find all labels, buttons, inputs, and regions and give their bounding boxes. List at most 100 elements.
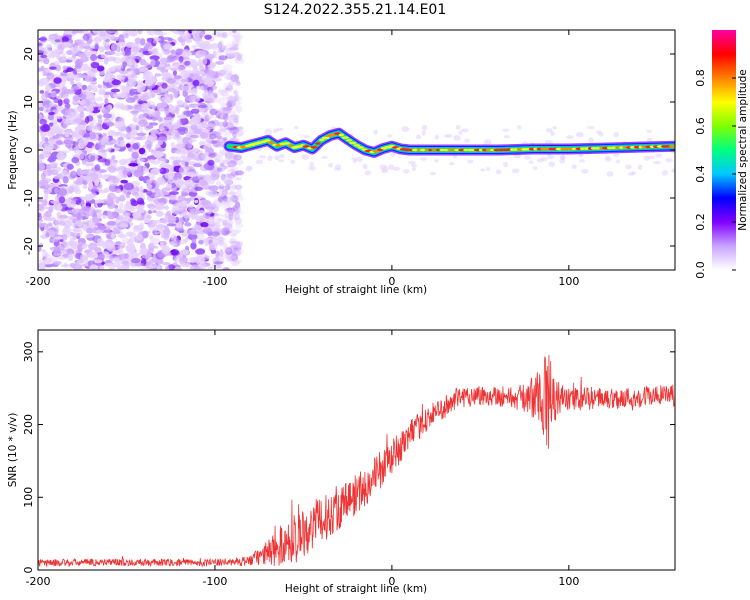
noise-speckle xyxy=(53,175,61,180)
noise-speckle xyxy=(176,239,181,246)
noise-speckle xyxy=(232,204,241,213)
noise-speckle xyxy=(143,61,149,66)
noise-speckle xyxy=(101,47,107,51)
noise-speckle xyxy=(230,241,241,245)
noise-speckle xyxy=(222,158,233,165)
noise-speckle xyxy=(224,48,229,55)
spectrogram-x-axis-label: Height of straight line (km) xyxy=(285,284,427,296)
noise-speckle xyxy=(220,89,229,97)
noise-speckle xyxy=(225,251,236,260)
noise-speckle xyxy=(38,245,42,252)
noise-speckle xyxy=(133,226,143,231)
noise-speckle xyxy=(107,214,115,220)
signal-core xyxy=(501,148,508,152)
noise-speckle xyxy=(217,217,222,221)
signal-core xyxy=(334,132,341,135)
noise-speckle xyxy=(161,82,168,89)
noise-speckle xyxy=(76,176,85,185)
noise-speckle xyxy=(215,98,222,103)
colorbar: 0.0 0.2 0.4 0.6 0.8 Normalized spectral ampl… xyxy=(694,30,749,279)
noise-speckle xyxy=(136,106,143,113)
noise-speckle xyxy=(226,53,236,58)
noise-speckle xyxy=(227,95,238,104)
noise-speckle xyxy=(131,191,139,196)
halo-speckle xyxy=(588,137,594,144)
halo-speckle xyxy=(502,161,509,168)
noise-speckle xyxy=(100,53,108,59)
noise-speckle xyxy=(177,207,185,212)
noise-speckle xyxy=(204,238,209,247)
noise-speckle xyxy=(228,224,233,232)
noise-speckle xyxy=(145,77,151,85)
noise-speckle xyxy=(212,217,223,224)
noise-speckle xyxy=(39,179,49,185)
noise-speckle xyxy=(148,122,159,126)
noise-speckle xyxy=(73,30,84,33)
noise-speckle xyxy=(214,157,220,163)
noise-speckle xyxy=(236,53,242,61)
noise-speckle xyxy=(90,61,100,69)
noise-speckle xyxy=(126,191,132,195)
halo-speckle xyxy=(625,164,632,170)
halo-speckle xyxy=(446,133,453,138)
noise-speckle xyxy=(66,248,75,255)
noise-speckle xyxy=(215,30,224,34)
noise-speckle xyxy=(58,220,66,226)
noise-speckle xyxy=(163,43,173,50)
noise-speckle xyxy=(90,199,96,204)
noise-speckle xyxy=(72,227,82,233)
noise-speckle xyxy=(216,129,222,137)
noise-speckle xyxy=(234,210,244,215)
halo-speckle xyxy=(228,124,234,129)
noise-speckle xyxy=(159,107,167,113)
noise-speckle xyxy=(129,132,136,139)
snr-y-axis-label: SNR (10 * v/v) xyxy=(7,413,19,488)
noise-speckle xyxy=(213,227,223,236)
noise-speckle xyxy=(122,212,131,218)
noise-speckle xyxy=(204,97,215,104)
noise-speckle xyxy=(54,41,61,48)
noise-speckle xyxy=(216,167,222,172)
noise-speckle xyxy=(221,193,227,199)
noise-speckle xyxy=(85,175,92,184)
noise-speckle xyxy=(157,253,167,258)
snr-x-tick-label: -100 xyxy=(202,575,227,588)
noise-speckle xyxy=(180,69,189,77)
noise-speckle xyxy=(181,160,186,166)
halo-speckle xyxy=(379,164,387,170)
noise-speckle xyxy=(98,87,106,96)
noise-speckle xyxy=(153,47,160,55)
noise-speckle xyxy=(80,93,87,100)
noise-speckle xyxy=(91,192,97,197)
halo-speckle xyxy=(605,157,612,162)
noise-speckle xyxy=(97,238,104,244)
noise-speckle xyxy=(107,245,116,252)
halo-speckle xyxy=(536,158,544,163)
noise-speckle xyxy=(72,263,83,270)
noise-speckle xyxy=(44,192,49,201)
noise-speckle xyxy=(173,176,178,181)
noise-speckle xyxy=(177,195,186,202)
noise-speckle xyxy=(228,47,239,51)
halo-speckle xyxy=(571,164,577,170)
noise-speckle xyxy=(191,88,198,95)
noise-speckle xyxy=(223,113,229,121)
noise-speckle xyxy=(157,211,163,215)
noise-speckle xyxy=(198,239,204,245)
noise-speckle xyxy=(106,121,115,127)
noise-speckle xyxy=(186,138,197,143)
colorbar-tick-label: 0.4 xyxy=(694,165,707,183)
signal-core xyxy=(338,133,344,137)
noise-speckle xyxy=(74,77,81,82)
noise-speckle xyxy=(49,100,55,107)
halo-speckle xyxy=(464,138,470,143)
noise-speckle xyxy=(176,171,181,179)
noise-speckle xyxy=(218,44,227,51)
noise-speckle xyxy=(159,126,169,130)
noise-speckle xyxy=(223,173,232,177)
noise-speckle xyxy=(81,205,92,212)
noise-speckle xyxy=(46,49,52,56)
noise-speckle xyxy=(233,245,242,252)
noise-speckle xyxy=(229,118,240,127)
noise-speckle xyxy=(129,88,136,96)
